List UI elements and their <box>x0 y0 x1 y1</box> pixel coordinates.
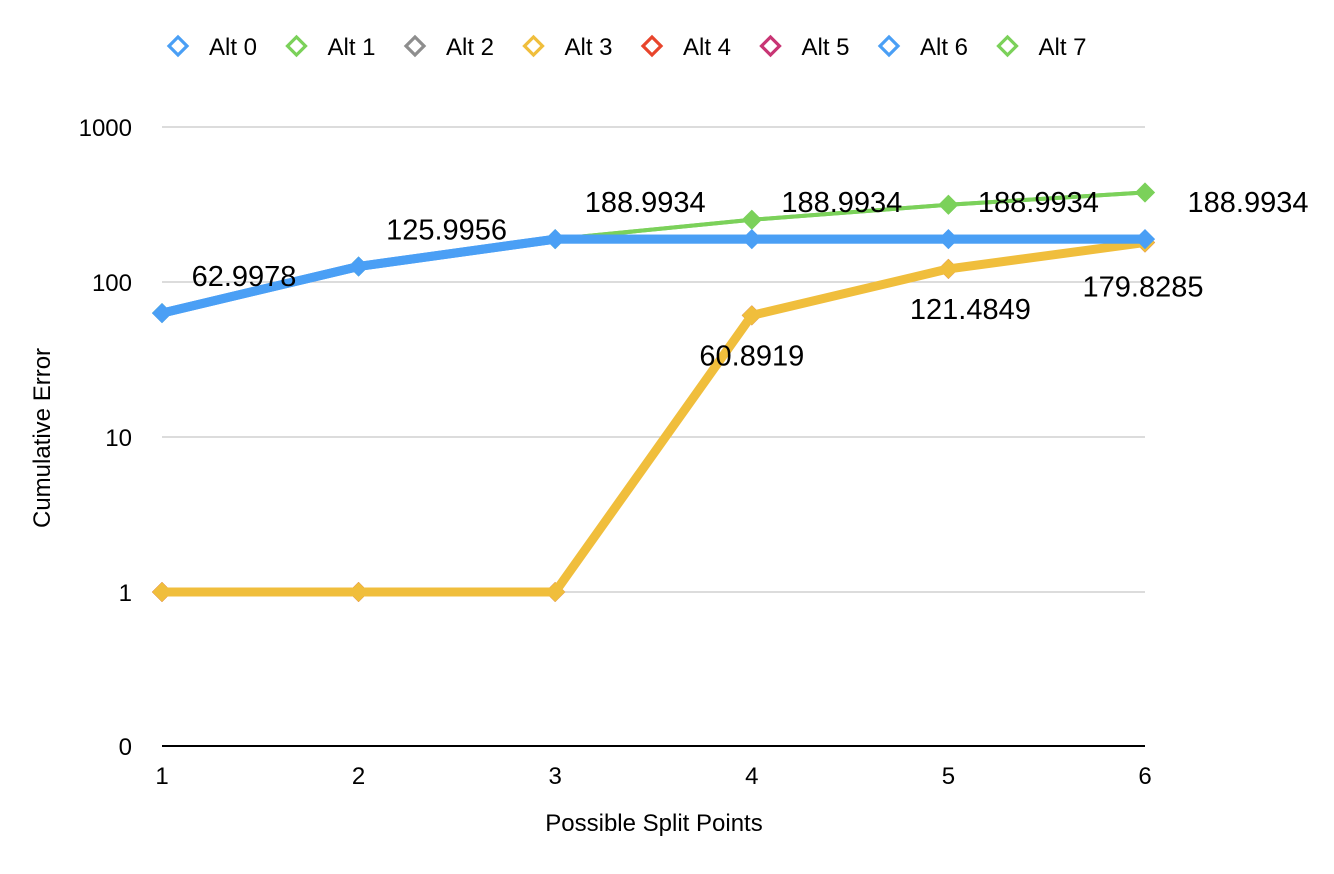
x-axis: 1 2 3 4 5 6 <box>155 763 1151 790</box>
series-alt-5 <box>152 232 1155 602</box>
legend: Alt 0 Alt 1 Alt 2 Alt 3 Alt 4 Alt 5 Alt 6 Alt 7 <box>166 34 1087 61</box>
legend-item[interactable]: Alt 6 <box>877 34 968 61</box>
legend-diamond-icon <box>759 34 782 58</box>
legend-item[interactable]: Alt 5 <box>759 34 850 61</box>
y-tick-label: 1 <box>119 580 132 607</box>
legend-label: Alt 2 <box>446 34 494 61</box>
x-tick-label: 5 <box>942 763 955 790</box>
legend-item[interactable]: Alt 7 <box>996 34 1087 61</box>
legend-label: Alt 6 <box>920 34 968 61</box>
gridlines <box>162 126 1145 747</box>
legend-label: Alt 1 <box>328 34 376 61</box>
series-alt-6 <box>152 229 1155 324</box>
data-label: 188.9934 <box>1188 187 1309 219</box>
data-point-marker <box>741 209 762 230</box>
legend-item[interactable]: Alt 3 <box>522 34 613 61</box>
legend-diamond-icon <box>285 34 308 58</box>
data-label: 179.8285 <box>1083 271 1204 303</box>
legend-label: Alt 7 <box>1039 34 1087 61</box>
x-tick-label: 6 <box>1138 763 1151 790</box>
legend-diamond-icon <box>877 34 901 58</box>
legend-item[interactable]: Alt 4 <box>640 34 731 61</box>
x-tick-label: 3 <box>549 763 562 790</box>
data-point-marker <box>152 582 172 602</box>
data-point-marker <box>545 229 566 250</box>
data-point-marker <box>1135 182 1155 203</box>
x-axis-title: Possible Split Points <box>545 810 762 837</box>
series-alt-2 <box>152 232 1155 602</box>
legend-diamond-icon <box>166 34 190 58</box>
data-point-marker <box>348 582 369 602</box>
series-line <box>157 237 1150 597</box>
data-label: 62.9978 <box>192 261 297 293</box>
data-point-marker <box>348 256 369 277</box>
data-point-marker <box>938 258 959 279</box>
y-tick-label: 100 <box>92 270 132 297</box>
series-alt-3 <box>152 232 1155 602</box>
data-label: 125.9956 <box>386 214 507 246</box>
data-point-marker <box>741 229 762 250</box>
legend-item[interactable]: Alt 0 <box>166 34 257 61</box>
x-tick-label: 1 <box>155 763 168 790</box>
y-axis: 0 1 10 100 1000 <box>79 115 132 761</box>
data-label: 60.8919 <box>699 340 804 372</box>
legend-diamond-icon <box>522 34 545 58</box>
legend-diamond-icon <box>640 34 664 58</box>
legend-diamond-icon <box>403 34 427 58</box>
data-labels: 62.9978 125.9956 188.9934 188.9934 188.9934 1… <box>192 187 1309 372</box>
y-tick-label: 1000 <box>79 115 132 142</box>
y-tick-label: 0 <box>119 734 132 761</box>
series-alt-4 <box>152 232 1155 602</box>
series-line <box>157 234 1150 318</box>
data-label: 188.9934 <box>585 187 706 219</box>
data-point-marker <box>152 303 172 324</box>
legend-label: Alt 4 <box>683 34 731 61</box>
legend-diamond-icon <box>996 34 1019 58</box>
data-point-marker <box>741 305 762 326</box>
data-label: 188.9934 <box>781 187 902 219</box>
legend-item[interactable]: Alt 2 <box>403 34 494 61</box>
y-tick-label: 10 <box>105 425 132 452</box>
legend-item[interactable]: Alt 1 <box>285 34 376 61</box>
legend-label: Alt 3 <box>565 34 613 61</box>
data-label: 121.4849 <box>910 294 1031 326</box>
data-point-marker <box>938 229 959 250</box>
series-layer <box>152 182 1155 602</box>
y-axis-title: Cumulative Error <box>29 348 56 528</box>
data-point-marker <box>545 582 566 602</box>
data-point-marker <box>938 194 959 215</box>
x-tick-label: 2 <box>352 763 365 790</box>
data-point-marker <box>1135 229 1155 250</box>
data-label: 188.9934 <box>978 187 1099 219</box>
x-tick-label: 4 <box>745 763 758 790</box>
legend-label: Alt 5 <box>802 34 850 61</box>
legend-label: Alt 0 <box>209 34 257 61</box>
